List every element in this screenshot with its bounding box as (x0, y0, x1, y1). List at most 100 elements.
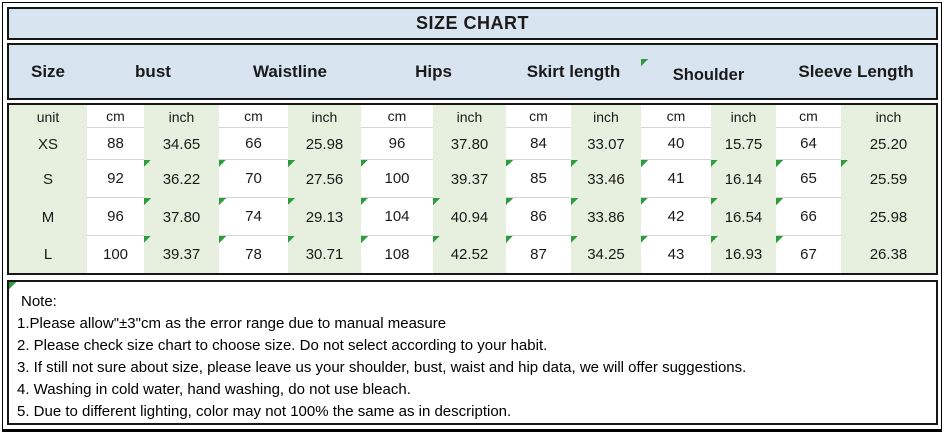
cell-value: 33.46 (587, 170, 625, 188)
error-indicator-icon (776, 160, 783, 167)
cell-value: 74 (245, 208, 262, 225)
measurement-cell: 104 (361, 198, 433, 236)
cell-value: 27.56 (305, 170, 344, 188)
error-indicator-icon (571, 198, 578, 205)
cell-value: cm (529, 108, 548, 124)
cell-value: 43 (667, 246, 685, 263)
measurement-cell: 15.75 (711, 128, 776, 160)
cell-value: 36.22 (162, 170, 201, 188)
header-cell-bust: bust (87, 62, 219, 82)
cell-value: 42.52 (450, 246, 489, 263)
cell-value: 85 (530, 170, 547, 187)
cell-value: inch (456, 108, 483, 125)
page-title: SIZE CHART (416, 13, 529, 33)
measurement-cell: 16.54 (711, 198, 776, 236)
measurement-cell: 34.25 (571, 236, 641, 273)
header-label: Shoulder (672, 65, 745, 84)
note-item: 3. If still not sure about size, please … (17, 359, 747, 376)
error-indicator-icon (433, 236, 440, 243)
size-table-grid: unit cm inch cm inch cm inch cm inch cm inch cm inch… (9, 105, 936, 273)
note-item: 1.Please allow"±3"cm as the error range … (17, 315, 447, 332)
cell-value: 30.71 (305, 246, 344, 263)
header-cell-size: Size (9, 62, 87, 82)
cell-value: 96 (107, 208, 124, 225)
measurement-cell: 33.86 (571, 198, 641, 236)
error-indicator-icon (9, 282, 16, 289)
measurement-cell: 25.98 (841, 198, 936, 236)
cell-value: 87 (530, 246, 547, 263)
cell-value: cm (387, 108, 407, 124)
unit-cell: cm (87, 105, 144, 128)
cell-value: 108 (384, 246, 410, 263)
cell-value: 42 (667, 208, 685, 225)
cell-value: 37.80 (162, 208, 201, 226)
header-cell-skirt-length: Skirt length (506, 62, 641, 82)
table-header-row: Size bust Waistline Hips Skirt length Shoulde… (7, 43, 938, 100)
measurement-cell: 92 (87, 160, 144, 198)
cell-value: 40 (667, 135, 685, 152)
measurement-cell: 29.13 (288, 198, 361, 236)
cell-value: 33.07 (587, 135, 625, 153)
cell-value: inch (875, 108, 902, 125)
measurement-cell: 42.52 (433, 236, 506, 273)
cell-value: 25.20 (869, 135, 908, 153)
error-indicator-icon (219, 198, 226, 205)
cell-value: 41 (667, 170, 685, 187)
measurement-cell: 87 (506, 236, 571, 273)
cell-value: inch (311, 108, 338, 125)
error-indicator-icon (219, 160, 226, 167)
measurement-cell: 39.37 (144, 236, 219, 273)
error-indicator-icon (776, 236, 783, 243)
cell-value: cm (244, 108, 263, 124)
measurement-cell: 40 (641, 128, 711, 160)
header-cell-waistline: Waistline (219, 62, 361, 82)
measurement-cell: 78 (219, 236, 288, 273)
measurement-cell: 25.98 (288, 128, 361, 160)
measurement-cell: 37.80 (144, 198, 219, 236)
error-indicator-icon (711, 236, 718, 243)
measurement-cell: 96 (87, 198, 144, 236)
cell-value: 29.13 (305, 208, 344, 226)
notes-list: 1.Please allow"±3"cm as the error range … (15, 313, 930, 423)
header-label: Waistline (253, 61, 327, 81)
header-cell-hips: Hips (361, 62, 506, 82)
measurement-cell: 16.93 (711, 236, 776, 273)
cell-value: 40.94 (450, 208, 489, 226)
cell-value: 25.98 (869, 208, 908, 226)
header-label: Size (30, 61, 66, 81)
error-indicator-icon (711, 160, 718, 167)
error-indicator-icon (641, 236, 648, 243)
measurement-cell: 108 (361, 236, 433, 273)
measurement-cell: 39.37 (433, 160, 506, 198)
error-indicator-icon (776, 198, 783, 205)
cell-value: 67 (800, 246, 817, 263)
unit-cell: inch (433, 105, 506, 128)
unit-cell: inch (571, 105, 641, 128)
cell-value: 92 (107, 170, 124, 187)
cell-value: XS (37, 135, 58, 153)
cell-value: 100 (102, 246, 129, 263)
cell-value: 88 (107, 135, 124, 152)
note-item: 2. Please check size chart to choose siz… (17, 337, 548, 354)
measurement-cell: 86 (506, 198, 571, 236)
error-indicator-icon (506, 236, 513, 243)
cell-value: 66 (245, 135, 262, 152)
measurement-cell: 96 (361, 128, 433, 160)
measurement-cell: 34.65 (144, 128, 219, 160)
unit-cell: inch (711, 105, 776, 128)
cell-value: 34.65 (162, 135, 201, 153)
measurement-cell: 84 (506, 128, 571, 160)
measurement-cell: 100 (87, 236, 144, 273)
measurement-cell: 42 (641, 198, 711, 236)
size-table: unit cm inch cm inch cm inch cm inch cm inch cm inch… (7, 103, 938, 275)
measurement-cell: 37.80 (433, 128, 506, 160)
cell-value: 25.59 (869, 170, 908, 188)
cell-value: cm (106, 108, 125, 124)
size-label-cell: S (9, 160, 87, 198)
cell-value: 64 (800, 135, 817, 152)
measurement-cell: 67 (776, 236, 841, 273)
cell-value: S (42, 170, 53, 188)
header-label: Skirt length (526, 61, 621, 81)
unit-cell: cm (506, 105, 571, 128)
error-indicator-icon (641, 58, 648, 66)
